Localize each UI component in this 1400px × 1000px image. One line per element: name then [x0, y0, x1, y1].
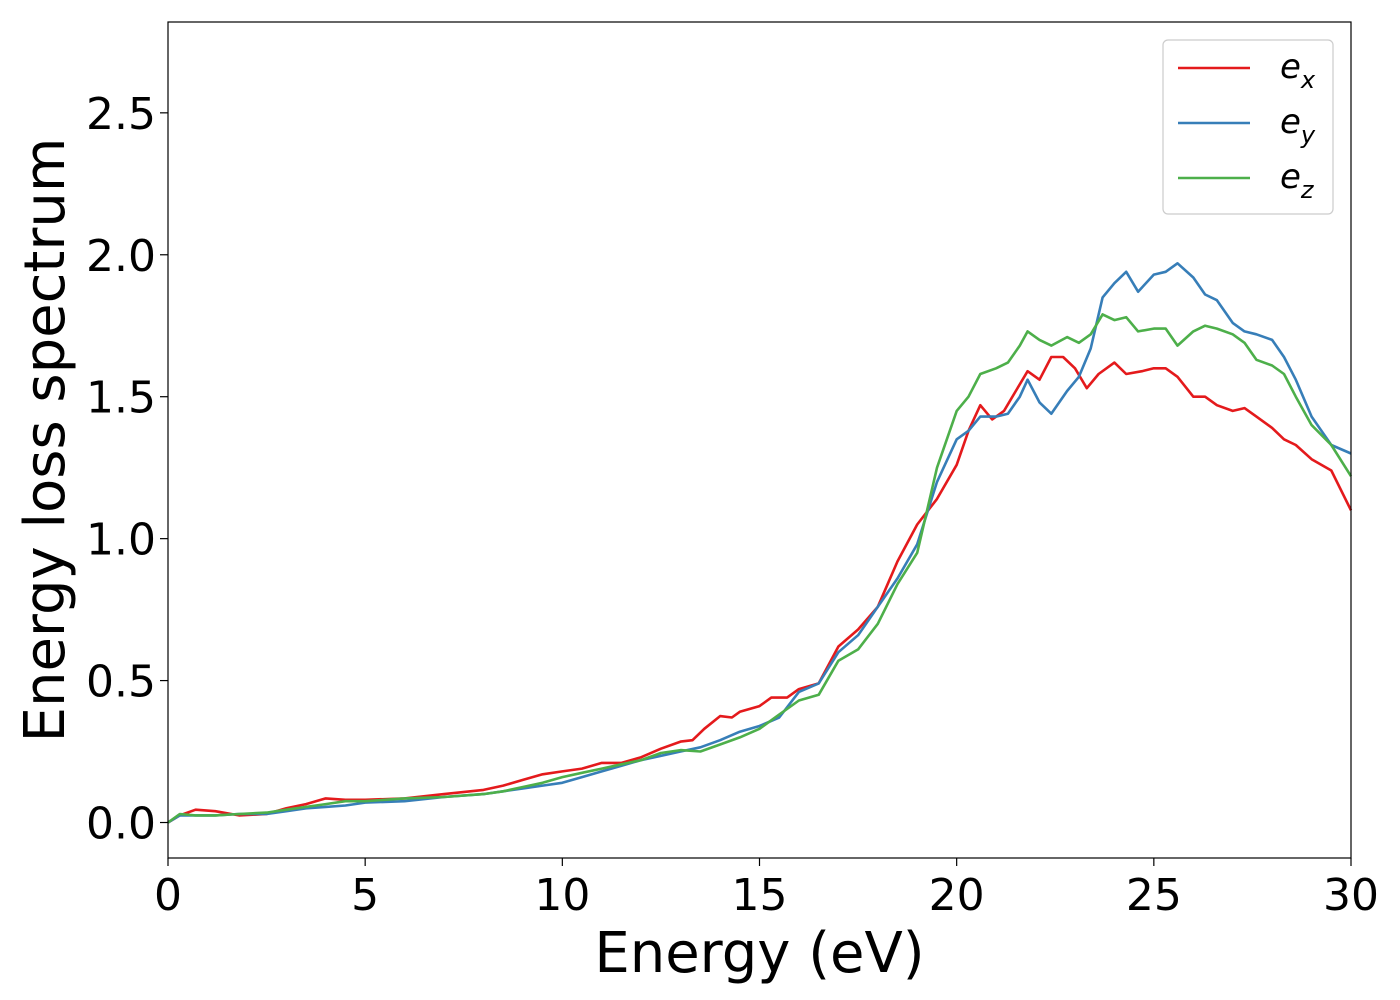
y-tick-label: 1.5 [86, 373, 156, 424]
plot-lines [167, 261, 1353, 824]
series-line-e-z [167, 313, 1353, 824]
x-tick-label: 15 [732, 870, 788, 921]
x-axis-label: Energy (eV) [594, 921, 924, 986]
legend-box [1162, 39, 1334, 215]
legend-label: ez [1280, 157, 1315, 204]
y-tick-label: 1.0 [86, 515, 156, 566]
x-tick-label: 20 [929, 870, 985, 921]
legend-label: ex [1280, 47, 1316, 94]
x-tick-label: 25 [1126, 870, 1182, 921]
y-tick-label: 2.0 [86, 231, 156, 282]
x-tick-label: 5 [351, 870, 379, 921]
y-tick-label: 0.0 [86, 799, 156, 850]
series-line-e-x [167, 355, 1353, 824]
y-tick-label: 2.5 [86, 89, 156, 140]
x-axis-ticks: 0 5 10 15 20 25 30 [154, 858, 1379, 921]
y-tick-label: 0.5 [86, 657, 156, 708]
legend: ex ey ez [1162, 39, 1334, 215]
y-axis-ticks: 0.0 0.5 1.0 1.5 2.0 2.5 [86, 89, 168, 850]
y-axis-label: Energy loss spectrum [13, 138, 78, 743]
x-tick-label: 0 [154, 870, 182, 921]
x-tick-label: 10 [534, 870, 590, 921]
x-tick-label: 30 [1323, 870, 1379, 921]
legend-label: ey [1280, 102, 1316, 149]
series-line-e-y [167, 261, 1352, 824]
